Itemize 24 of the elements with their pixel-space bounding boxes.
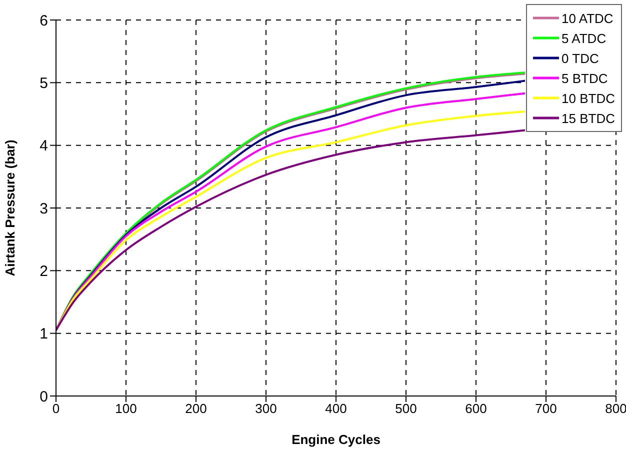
x-tick-label: 100 [115,401,137,416]
legend-label: 5 BTDC [562,70,608,86]
legend-label: 0 TDC [562,50,599,66]
y-axis-title: Airtank Pressure (bar) [2,140,18,276]
legend-label: 15 BTDC [562,110,615,126]
x-tick-label: 300 [255,401,277,416]
y-tick-label: 6 [40,12,48,30]
y-tick-label: 4 [40,138,48,155]
y-tick-label: 0 [40,388,48,406]
x-tick-label: 0 [52,401,60,416]
y-tick-label: 5 [40,74,48,92]
legend-label: 10 ATDC [562,10,614,26]
legend-label: 10 BTDC [562,90,615,106]
x-tick-label: 600 [465,401,487,416]
x-axis-title: Engine Cycles [292,432,380,447]
y-tick-label: 2 [40,262,48,280]
legend-label: 5 ATDC [562,30,606,46]
x-tick-label: 500 [395,401,417,416]
x-tick-label: 800 [605,401,626,416]
x-tick-label: 400 [325,401,347,416]
x-tick-label: 200 [185,401,207,416]
x-tick-label: 700 [535,401,557,416]
y-tick-label: 3 [40,200,48,218]
y-tick-label: 1 [40,326,48,343]
